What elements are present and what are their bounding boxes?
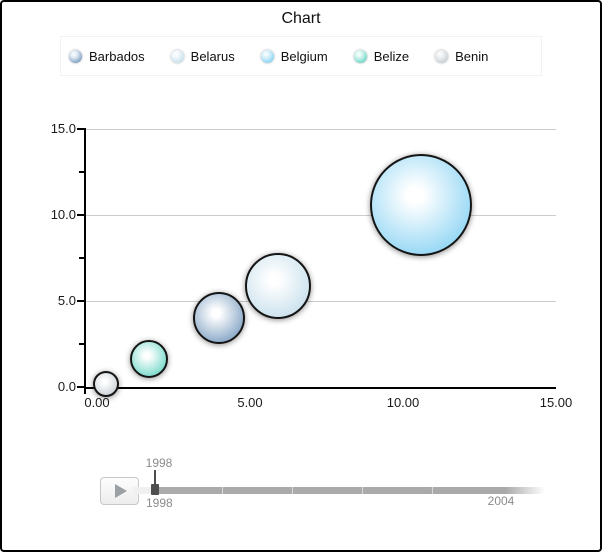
legend-item-label: Barbados: [89, 48, 145, 64]
legend-item-barbados[interactable]: Barbados: [69, 49, 145, 64]
y-axis-major-tick: [77, 128, 85, 130]
data-bubble-benin[interactable]: [93, 370, 120, 397]
legend-item-benin[interactable]: Benin: [435, 49, 488, 64]
timeline-end-year-label: 2004: [487, 494, 515, 508]
timeline-track-divider: [362, 487, 363, 494]
timeline-thumb[interactable]: [151, 484, 159, 495]
timeline-current-year-label: 1998: [145, 456, 173, 470]
legend-item-label: Belgium: [280, 48, 328, 64]
y-axis-minor-tick: [79, 343, 85, 345]
legend-bubble-icon: [260, 49, 274, 63]
y-axis-tick-label: 10.0: [50, 207, 76, 222]
y-axis-minor-tick: [79, 257, 85, 259]
x-axis-line: [84, 387, 556, 389]
data-bubble-belarus[interactable]: [244, 252, 311, 319]
x-axis-tick-label: 10.00: [386, 395, 420, 410]
timeline-slider-track[interactable]: [133, 487, 545, 494]
timeline-track-divider: [292, 487, 293, 494]
y-axis-minor-tick: [79, 171, 85, 173]
legend-item-belarus[interactable]: Belarus: [170, 48, 235, 64]
gridline-y-5: [86, 300, 556, 302]
y-axis-tick-label: 15.0: [50, 121, 76, 136]
y-axis-major-tick: [77, 214, 85, 216]
x-axis-tick-label: 0.00: [84, 395, 110, 410]
legend-item-belize[interactable]: Belize: [353, 48, 410, 64]
data-bubble-barbados[interactable]: [193, 292, 246, 345]
data-bubble-belize[interactable]: [130, 340, 169, 379]
legend-item-label: Belize: [373, 48, 410, 64]
timeline-track-divider: [432, 487, 433, 494]
timeline-thumb-pointer: [154, 470, 156, 485]
timeline-start-year-label: 1998: [146, 496, 173, 510]
data-bubble-belgium[interactable]: [370, 153, 473, 256]
y-axis-tick-label: 0.0: [57, 379, 76, 394]
chart-title: Chart: [281, 10, 321, 27]
legend-bubble-icon: [353, 49, 367, 63]
play-button[interactable]: [100, 477, 139, 505]
legend-item-belgium[interactable]: Belgium: [260, 48, 328, 64]
timeline-track-divider: [222, 487, 223, 494]
gridline-y-10: [86, 214, 556, 216]
y-axis-major-tick: [77, 300, 85, 302]
y-axis-major-tick: [77, 386, 85, 388]
chart-legend: Barbados Belarus Belgium Belize Benin: [60, 36, 542, 76]
legend-bubble-icon: [435, 49, 449, 63]
x-axis-tick-label: 5.00: [237, 395, 263, 410]
x-axis-tick-label: 15.00: [539, 395, 573, 410]
legend-bubble-icon: [69, 49, 82, 63]
play-icon: [115, 484, 127, 498]
legend-item-label: Benin: [455, 48, 489, 64]
gridline-y-15: [86, 128, 556, 130]
y-axis-line: [84, 128, 86, 394]
legend-bubble-icon: [170, 49, 184, 63]
legend-item-label: Belarus: [190, 48, 235, 64]
y-axis-tick-label: 5.0: [57, 293, 76, 308]
